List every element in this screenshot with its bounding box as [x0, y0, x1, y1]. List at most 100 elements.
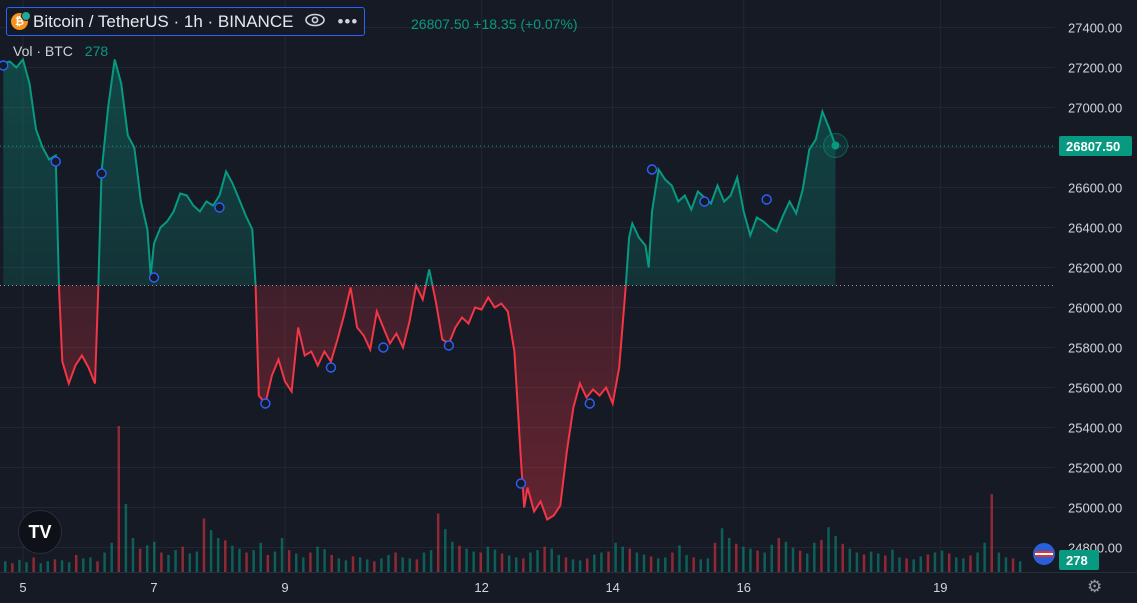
- volume-bar: [784, 541, 788, 572]
- volume-bar: [862, 554, 866, 572]
- volume-bar: [997, 552, 1001, 572]
- volume-bar: [188, 553, 192, 572]
- volume-legend[interactable]: Vol · BTC 278: [13, 43, 108, 59]
- volume-bar: [387, 554, 390, 572]
- event-marker: [260, 398, 271, 409]
- volume-bar: [323, 549, 326, 572]
- volume-bar: [869, 551, 873, 572]
- volume-bar: [962, 558, 965, 572]
- volume-bar: [365, 559, 369, 572]
- event-marker: [325, 362, 337, 373]
- volume-bar: [841, 543, 844, 572]
- volume-bar: [32, 557, 35, 572]
- volume-bar: [287, 550, 291, 572]
- volume-bar: [905, 558, 908, 572]
- volume-bar: [465, 548, 468, 572]
- y-tick-label: 25400.00: [1068, 421, 1122, 436]
- volume-bar: [940, 550, 944, 572]
- volume-bar: [983, 542, 986, 572]
- volume-bar: [593, 554, 596, 572]
- volume-bar: [67, 562, 71, 572]
- volume-bar: [167, 554, 170, 572]
- volume-bar: [912, 559, 915, 572]
- volume-bar: [138, 548, 142, 572]
- volume-bar: [436, 513, 440, 572]
- volume-bar: [585, 558, 589, 572]
- volume-bar: [252, 550, 255, 572]
- volume-bar: [422, 552, 426, 572]
- volume-bar: [791, 547, 795, 572]
- volume-bar: [145, 545, 149, 572]
- volume-bar: [898, 557, 901, 572]
- volume-bar: [344, 560, 348, 572]
- volume-bar: [770, 544, 773, 572]
- x-tick-label: 12: [474, 580, 488, 595]
- volume-bar: [415, 559, 419, 572]
- volume-bar: [919, 556, 923, 572]
- event-marker: [378, 342, 389, 353]
- volume-bar: [614, 542, 617, 572]
- us-flag-icon[interactable]: [1031, 541, 1057, 567]
- volume-bar: [607, 551, 610, 572]
- event-marker: [515, 478, 527, 489]
- volume-bar: [60, 560, 64, 572]
- volume-bar: [131, 537, 135, 572]
- y-tick-label: 26600.00: [1068, 181, 1122, 196]
- volume-bar: [380, 558, 383, 572]
- volume-bar: [195, 551, 199, 572]
- area-below-baseline: [3, 285, 836, 520]
- volume-bar: [756, 550, 759, 572]
- volume-bar: [25, 562, 28, 572]
- volume-bar: [855, 552, 859, 572]
- volume-bar: [628, 548, 632, 572]
- volume-bar: [401, 557, 404, 572]
- volume-bar: [11, 563, 14, 572]
- volume-bar: [550, 548, 553, 572]
- volume-bar: [507, 555, 511, 572]
- volume-bar: [891, 549, 894, 572]
- more-icon[interactable]: •••: [337, 11, 359, 31]
- tradingview-logo[interactable]: TV: [18, 510, 62, 554]
- volume-bar: [280, 537, 284, 572]
- volume-bar: [735, 543, 738, 572]
- settings-gear-icon[interactable]: ⚙: [1087, 577, 1103, 596]
- y-tick-label: 25000.00: [1068, 501, 1122, 516]
- volume-bar: [486, 546, 490, 572]
- volume-bar: [238, 548, 241, 572]
- volume-bar: [820, 539, 823, 572]
- y-tick-label: 27200.00: [1068, 61, 1122, 76]
- volume-badge: 278: [1059, 550, 1099, 570]
- volume-bar: [798, 550, 802, 572]
- volume-bar: [848, 548, 852, 572]
- volume-bar: [216, 537, 220, 572]
- y-tick-label: 27000.00: [1068, 101, 1122, 116]
- volume-bar: [444, 529, 447, 572]
- volume-bar: [685, 554, 688, 572]
- eye-icon[interactable]: [305, 12, 326, 32]
- volume-bar: [713, 542, 717, 572]
- volume-bar: [742, 546, 745, 572]
- volume-bar: [564, 557, 568, 572]
- volume-bar: [153, 541, 156, 572]
- event-marker: [646, 164, 658, 175]
- volume-bar: [89, 557, 92, 572]
- volume-bar: [316, 546, 319, 572]
- volume-bar: [1011, 558, 1015, 572]
- event-marker: [0, 60, 9, 71]
- volume-bar: [259, 542, 262, 572]
- volume-bar: [876, 553, 880, 572]
- event-marker: [443, 340, 455, 351]
- volume-bar: [202, 518, 206, 572]
- volume-bar: [678, 545, 681, 572]
- event-marker: [148, 272, 160, 283]
- symbol-header[interactable]: ₿ Bitcoin / TetherUS · 1h · BINANCE •••: [6, 7, 366, 36]
- volume-bar: [373, 561, 376, 572]
- price-line-up: [3, 57, 837, 286]
- volume-bar: [82, 558, 85, 572]
- volume-bar: [458, 545, 461, 572]
- volume-bar: [74, 554, 78, 572]
- volume-bar: [621, 546, 624, 572]
- volume-bar: [451, 541, 454, 572]
- symbol-title[interactable]: Bitcoin / TetherUS · 1h · BINANCE: [33, 11, 294, 31]
